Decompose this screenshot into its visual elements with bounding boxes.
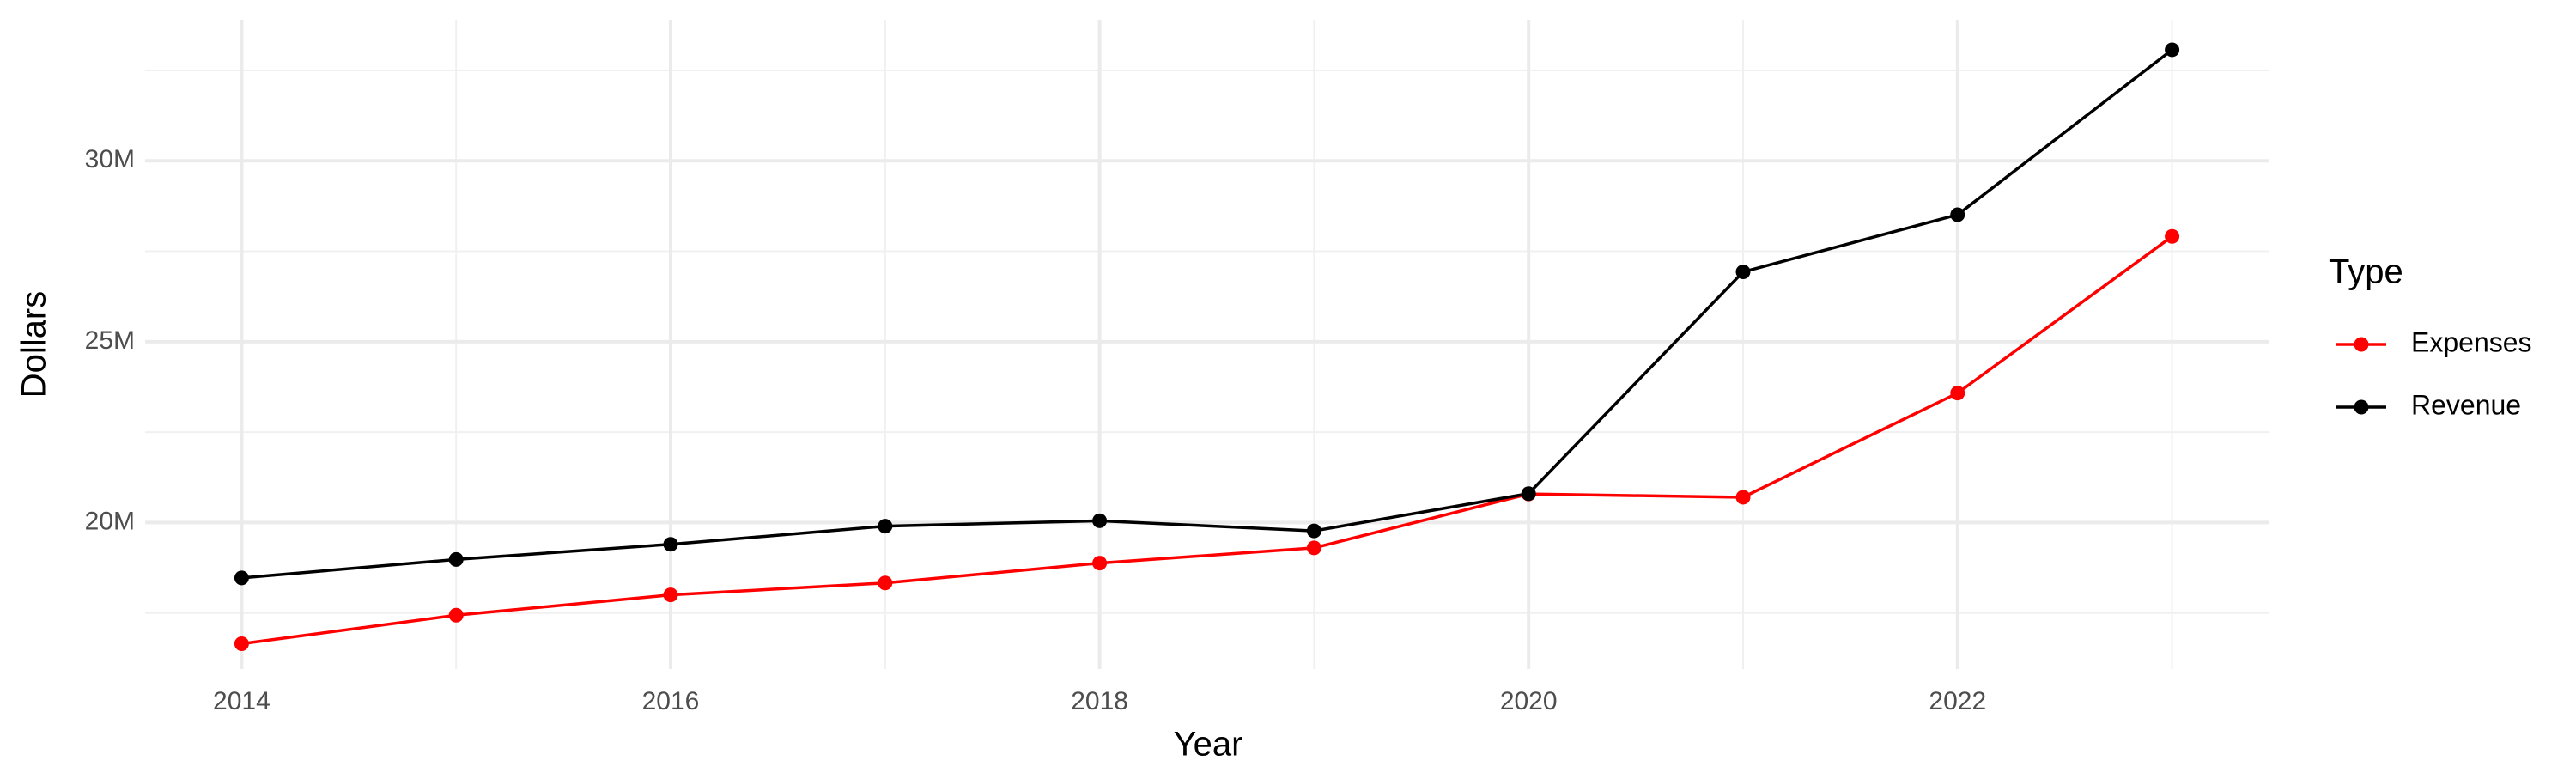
series-line [241, 234, 2173, 646]
legend-label: Expenses [2411, 326, 2532, 357]
x-tick-label: 2020 [1500, 687, 1558, 715]
data-point [1521, 486, 1536, 502]
data-point [2165, 42, 2180, 58]
data-point [1092, 513, 1108, 528]
y-tick-label: 20M [85, 507, 135, 535]
data-point [663, 537, 678, 552]
data-point [1950, 386, 1965, 401]
y-axis-title: Dollars [15, 291, 53, 398]
data-point [234, 636, 249, 652]
data-point [1306, 523, 1321, 539]
data-point [663, 587, 678, 603]
x-tick-label: 2016 [642, 687, 700, 715]
legend-title: Type [2329, 253, 2403, 291]
y-tick-label: 30M [85, 145, 135, 173]
data-point [234, 570, 249, 586]
data-point [1735, 490, 1751, 505]
legend-label: Revenue [2411, 389, 2521, 420]
legend-point [2354, 337, 2369, 352]
data-point [1735, 265, 1751, 280]
data-point [878, 575, 893, 591]
data-point [448, 551, 464, 567]
x-axis-title: Year [1174, 726, 1243, 764]
data-point [878, 519, 893, 534]
grid [145, 20, 2269, 669]
series-line [241, 48, 2173, 580]
y-tick-label: 25M [85, 326, 135, 355]
data-point [1092, 556, 1108, 571]
x-tick-label: 2014 [213, 687, 270, 715]
data-point [1306, 540, 1321, 556]
legend-point [2354, 399, 2369, 415]
data-point [2165, 228, 2180, 244]
x-tick-label: 2018 [1071, 687, 1128, 715]
data-point [1950, 207, 1965, 222]
x-tick-label: 2022 [1929, 687, 1986, 715]
data-point [448, 607, 464, 623]
